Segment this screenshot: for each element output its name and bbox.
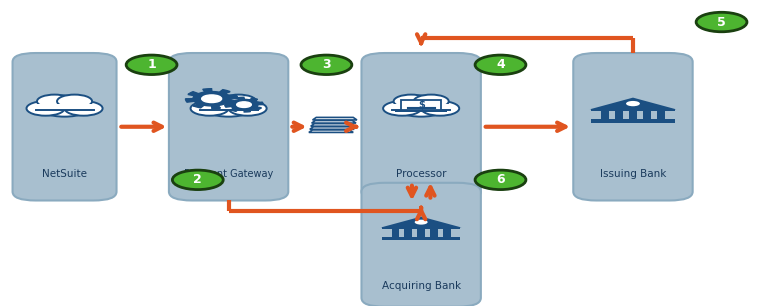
Circle shape: [26, 101, 65, 116]
Polygon shape: [311, 124, 355, 126]
Bar: [392, 104, 450, 110]
Bar: [643, 110, 651, 120]
Polygon shape: [310, 127, 354, 129]
Circle shape: [626, 101, 640, 106]
Bar: [591, 109, 675, 111]
Circle shape: [37, 95, 72, 108]
Circle shape: [237, 102, 251, 107]
Circle shape: [301, 55, 352, 75]
Circle shape: [393, 95, 429, 108]
Bar: [404, 228, 412, 237]
Text: 1: 1: [147, 58, 156, 71]
Circle shape: [229, 101, 267, 116]
FancyBboxPatch shape: [12, 53, 117, 200]
Circle shape: [414, 220, 427, 225]
Bar: [383, 227, 460, 229]
Text: Acquiring Bank: Acquiring Bank: [382, 281, 461, 291]
Bar: [36, 104, 94, 110]
Bar: [417, 228, 425, 237]
Text: Payment Gateway: Payment Gateway: [184, 169, 273, 179]
Bar: [391, 228, 399, 237]
Bar: [431, 228, 438, 237]
Circle shape: [475, 170, 526, 190]
Bar: [591, 119, 675, 123]
Bar: [601, 110, 609, 120]
Text: Issuing Bank: Issuing Bank: [600, 169, 666, 179]
Polygon shape: [590, 98, 676, 109]
Circle shape: [221, 95, 256, 108]
Polygon shape: [186, 89, 238, 109]
Circle shape: [202, 95, 222, 103]
Circle shape: [421, 101, 459, 116]
Text: 4: 4: [496, 58, 505, 71]
Bar: [656, 110, 665, 120]
Circle shape: [65, 101, 103, 116]
Text: $: $: [417, 100, 424, 110]
Text: 2: 2: [193, 174, 203, 186]
Bar: [615, 110, 623, 120]
Polygon shape: [381, 217, 461, 228]
Text: Processor: Processor: [396, 169, 447, 179]
FancyBboxPatch shape: [574, 53, 693, 200]
Circle shape: [126, 55, 177, 75]
Bar: [199, 104, 257, 110]
Bar: [629, 110, 637, 120]
Polygon shape: [312, 118, 357, 120]
Bar: [401, 99, 441, 110]
Circle shape: [393, 95, 448, 117]
Circle shape: [414, 95, 448, 108]
Bar: [443, 228, 451, 237]
Text: NetSuite: NetSuite: [42, 169, 87, 179]
Circle shape: [191, 101, 229, 116]
Circle shape: [201, 95, 236, 108]
Polygon shape: [312, 121, 356, 123]
FancyBboxPatch shape: [362, 183, 481, 306]
Circle shape: [383, 101, 421, 116]
Circle shape: [201, 95, 256, 117]
Text: 3: 3: [322, 58, 331, 71]
Bar: [383, 237, 460, 240]
Text: 6: 6: [496, 174, 505, 186]
Polygon shape: [309, 130, 353, 132]
Circle shape: [57, 95, 92, 108]
FancyBboxPatch shape: [169, 53, 288, 200]
Bar: [395, 110, 447, 112]
Circle shape: [696, 12, 747, 32]
Text: 5: 5: [717, 16, 726, 28]
Circle shape: [172, 170, 223, 190]
FancyBboxPatch shape: [362, 53, 481, 200]
Circle shape: [37, 95, 92, 117]
Circle shape: [475, 55, 526, 75]
Polygon shape: [225, 97, 264, 112]
